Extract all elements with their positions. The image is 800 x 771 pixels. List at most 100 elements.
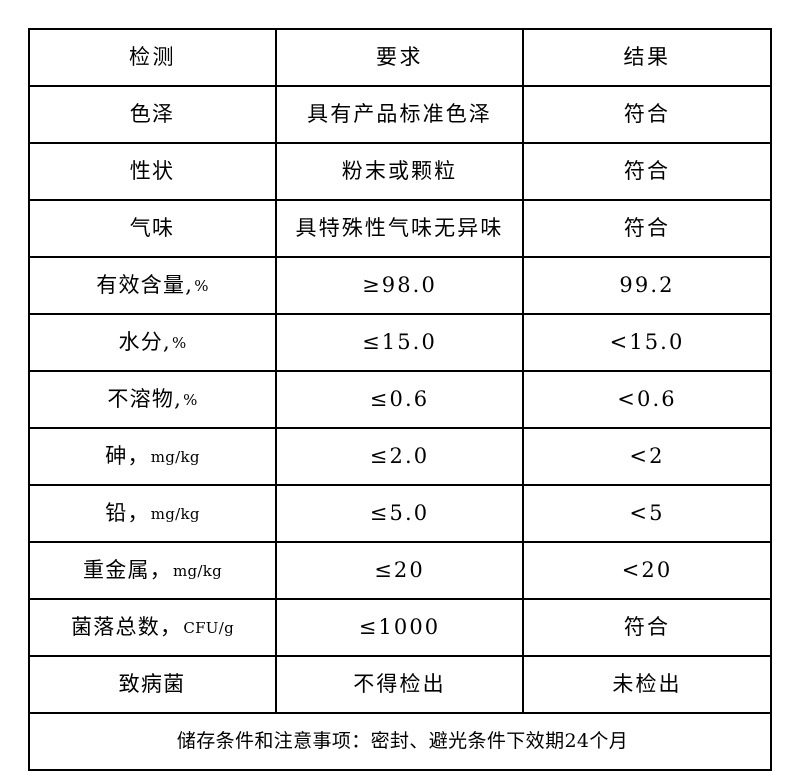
cell-result: 符合 — [522, 85, 772, 144]
item-name-main: 性状 — [129, 158, 175, 183]
table-row: 重金属， mg/kg ≤20 <20 — [28, 541, 772, 600]
item-name: 性状 — [30, 158, 275, 183]
cell-item: 不溶物,% — [28, 370, 277, 429]
requirement-value: 具有产品标准色泽 — [307, 101, 492, 126]
table-row: 菌落总数， CFU/g ≤1000 符合 — [28, 598, 772, 657]
cell-item: 水分,% — [28, 313, 277, 372]
cell-result: <2 — [522, 427, 772, 486]
table-row: 有效含量,% ≥98.0 99.2 — [28, 256, 772, 315]
item-name-unit: % — [171, 334, 187, 353]
table-row: 不溶物,% ≤0.6 <0.6 — [28, 370, 772, 429]
cell-item: 重金属， mg/kg — [28, 541, 277, 600]
requirement-value: ≤20 — [374, 557, 425, 582]
cell-requirement: ≥98.0 — [275, 256, 524, 315]
cell-result: <5 — [522, 484, 772, 543]
column-header-result-label: 结果 — [623, 44, 671, 69]
column-header-item: 检测 — [28, 28, 277, 87]
cell-requirement: ≤1000 — [275, 598, 524, 657]
result-value: 符合 — [623, 614, 671, 639]
item-name-main: 铅， — [105, 500, 150, 525]
page-root: 检测 要求 结果 色泽 具有产品标 — [28, 28, 772, 771]
item-name-main: 不溶物, — [107, 386, 183, 411]
cell-item: 性状 — [28, 142, 277, 201]
cell-item: 砷， mg/kg — [28, 427, 277, 486]
spec-table-container: 检测 要求 结果 色泽 具有产品标 — [28, 28, 772, 771]
cell-requirement: ≤0.6 — [275, 370, 524, 429]
item-name: 重金属， mg/kg — [30, 557, 275, 582]
item-name: 水分,% — [30, 329, 275, 354]
item-name-unit: mg/kg — [150, 448, 200, 467]
table-row: 铅， mg/kg ≤5.0 <5 — [28, 484, 772, 543]
item-name-main: 菌落总数， — [71, 614, 183, 639]
table-row: 致病菌 不得检出 未检出 — [28, 655, 772, 714]
cell-result: 符合 — [522, 142, 772, 201]
cell-requirement: 粉末或颗粒 — [275, 142, 524, 201]
cell-requirement: ≤2.0 — [275, 427, 524, 486]
item-name-main: 致病菌 — [118, 671, 186, 696]
cell-result: 符合 — [522, 199, 772, 258]
item-name-main: 重金属， — [82, 557, 172, 582]
cell-item: 有效含量,% — [28, 256, 277, 315]
table-row: 砷， mg/kg ≤2.0 <2 — [28, 427, 772, 486]
result-value: <5 — [629, 500, 665, 525]
cell-result: <15.0 — [522, 313, 772, 372]
table-row: 气味 具特殊性气味无异味 符合 — [28, 199, 772, 258]
item-name-main: 气味 — [129, 215, 175, 240]
cell-item: 气味 — [28, 199, 277, 258]
cell-item: 菌落总数， CFU/g — [28, 598, 277, 657]
table-header-row: 检测 要求 结果 — [28, 28, 772, 87]
item-name-main: 砷， — [105, 443, 150, 468]
cell-result: 符合 — [522, 598, 772, 657]
cell-result: 未检出 — [522, 655, 772, 714]
item-name-unit: mg/kg — [150, 505, 200, 524]
cell-requirement: 具特殊性气味无异味 — [275, 199, 524, 258]
requirement-value: ≤0.6 — [369, 386, 430, 411]
cell-item: 色泽 — [28, 85, 277, 144]
item-name: 色泽 — [30, 102, 275, 126]
result-value: 符合 — [623, 101, 671, 126]
item-name: 菌落总数， CFU/g — [30, 614, 275, 639]
result-value: 符合 — [623, 158, 671, 183]
item-name-unit: CFU/g — [183, 619, 234, 638]
item-name: 不溶物,% — [30, 386, 275, 411]
cell-result: <0.6 — [522, 370, 772, 429]
cell-result: 99.2 — [522, 256, 772, 315]
item-name-unit: mg/kg — [172, 562, 223, 581]
item-name: 致病菌 — [30, 671, 275, 696]
result-value: <0.6 — [617, 386, 677, 411]
column-header-result: 结果 — [522, 28, 772, 87]
column-header-item-label: 检测 — [128, 44, 177, 69]
cell-item: 致病菌 — [28, 655, 277, 714]
table-body: 检测 要求 结果 色泽 具有产品标 — [28, 28, 772, 771]
cell-requirement: ≤5.0 — [275, 484, 524, 543]
storage-note-cell: 储存条件和注意事项：密封、避光条件下效期24个月 — [28, 712, 772, 771]
result-value: 99.2 — [619, 272, 675, 297]
cell-result: <20 — [522, 541, 772, 600]
table-row: 水分,% ≤15.0 <15.0 — [28, 313, 772, 372]
requirement-value: ≤5.0 — [369, 500, 430, 525]
specification-table: 检测 要求 结果 色泽 具有产品标 — [28, 28, 772, 771]
item-name-main: 水分, — [118, 329, 171, 354]
result-value: 符合 — [623, 215, 671, 240]
item-name: 有效含量,% — [30, 272, 275, 297]
cell-requirement: ≤15.0 — [275, 313, 524, 372]
item-name: 气味 — [30, 215, 275, 240]
item-name: 铅， mg/kg — [30, 500, 275, 525]
result-value: <15.0 — [609, 329, 685, 354]
result-value: <2 — [629, 443, 665, 468]
requirement-value: ≤15.0 — [362, 329, 437, 354]
item-name-unit: % — [183, 391, 198, 410]
requirement-value: 粉末或颗粒 — [341, 158, 458, 183]
cell-requirement: ≤20 — [275, 541, 524, 600]
item-name-unit: % — [194, 277, 209, 296]
table-row: 性状 粉末或颗粒 符合 — [28, 142, 772, 201]
requirement-value: ≤2.0 — [369, 443, 430, 468]
cell-requirement: 具有产品标准色泽 — [275, 85, 524, 144]
requirement-value: 不得检出 — [353, 671, 446, 696]
table-note-row: 储存条件和注意事项：密封、避光条件下效期24个月 — [28, 712, 772, 771]
column-header-requirement-label: 要求 — [375, 44, 424, 69]
requirement-value: 具特殊性气味无异味 — [295, 215, 504, 240]
column-header-requirement: 要求 — [275, 28, 524, 87]
storage-note-text: 储存条件和注意事项：密封、避光条件下效期24个月 — [176, 730, 629, 753]
item-name-main: 有效含量, — [96, 272, 194, 297]
